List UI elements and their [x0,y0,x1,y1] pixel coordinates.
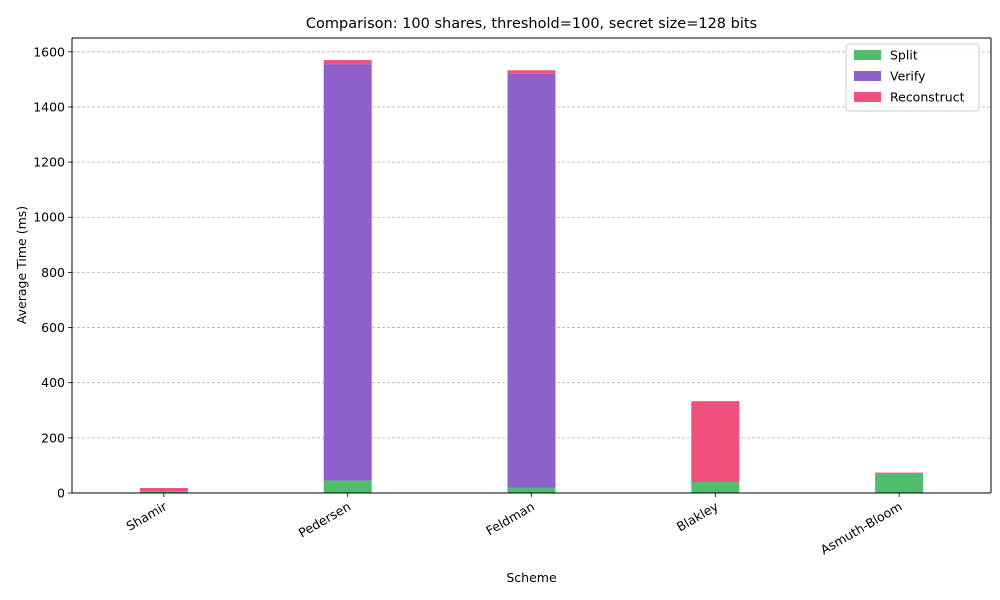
bar-split-pedersen [323,480,372,493]
y-axis-label: Average Time (ms) [14,206,29,324]
x-tick-label: Pedersen [296,499,353,541]
legend: Split Verify Reconstruct [845,43,980,112]
bar-reconstruct-feldman [507,70,556,74]
legend-swatch-reconstruct [854,92,881,102]
y-tick-label: 800 [41,265,65,280]
legend-swatch-split [854,50,881,60]
y-tick-label: 1200 [33,155,65,170]
y-tick-label: 1400 [33,99,65,114]
bar-split-feldman [507,487,556,493]
bar-reconstruct-shamir [139,488,188,492]
bar-split-asmuth-bloom [875,473,924,493]
legend-label-verify: Verify [890,69,926,84]
bar-split-blakley [691,481,740,493]
x-tick-label: Blakley [674,498,721,534]
x-tick-label: Feldman [483,499,537,539]
legend-label-reconstruct: Reconstruct [890,90,965,105]
y-tick-label: 0 [57,486,65,501]
x-tick-label: Asmuth-Bloom [818,499,905,558]
bar-reconstruct-asmuth-bloom [875,472,924,474]
y-gridlines [72,51,991,439]
x-axis-label: Scheme [506,570,557,585]
bar-reconstruct-blakley [691,401,740,482]
y-tick-label: 200 [41,430,65,445]
legend-swatch-verify [854,71,881,81]
bar-verify-feldman [507,73,556,488]
chart-title: Comparison: 100 shares, threshold=100, s… [306,16,757,32]
bar-verify-pedersen [323,64,372,481]
y-tick-label: 1600 [33,44,65,59]
bar-reconstruct-pedersen [323,60,372,65]
legend-label-split: Split [890,48,918,63]
y-tick-labels: 0 200 400 600 800 1000 1200 1400 1600 [33,44,72,501]
x-tick-label: Shamir [124,498,171,534]
bar-split-shamir [139,491,188,493]
bars [139,60,924,493]
y-tick-label: 1000 [33,210,65,225]
y-tick-label: 600 [41,320,65,335]
y-tick-label: 400 [41,375,65,390]
x-tick-labels: Shamir Pedersen Feldman Blakley Asmuth-Bloom [124,493,905,557]
